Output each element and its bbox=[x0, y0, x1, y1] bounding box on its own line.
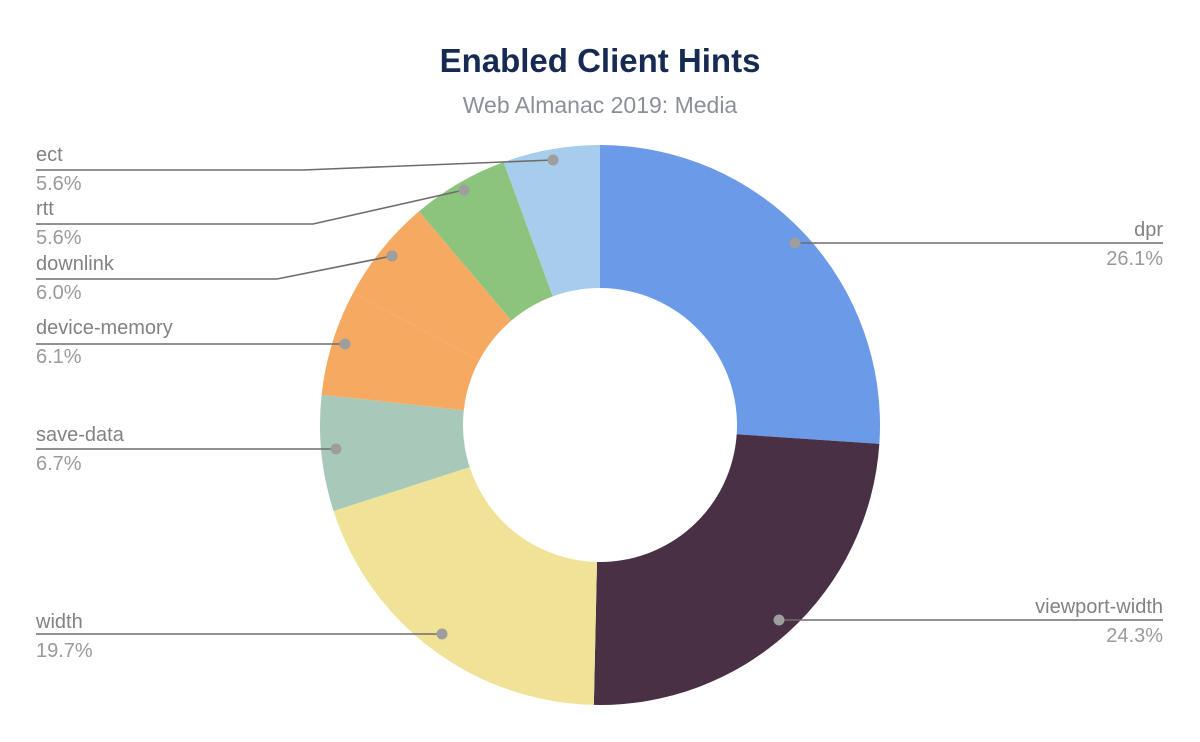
slice-label-value-downlink: 6.0% bbox=[36, 282, 82, 304]
leader-dot-width bbox=[436, 628, 448, 640]
leader-dot-rtt bbox=[458, 184, 470, 196]
donut-slice-downlink[interactable] bbox=[353, 211, 512, 361]
donut-slice-width[interactable] bbox=[333, 467, 597, 705]
leader-line-ect bbox=[36, 159, 554, 171]
chart-subtitle: Web Almanac 2019: Media bbox=[463, 92, 738, 118]
leader-dot-ect bbox=[547, 154, 559, 166]
slice-label-name-width: width bbox=[35, 611, 83, 633]
page-title: Enabled Client Hints bbox=[440, 42, 761, 79]
donut-slice-save-data[interactable] bbox=[319, 394, 470, 512]
leader-dot-viewport-width bbox=[773, 614, 785, 626]
donut-slice-dpr[interactable] bbox=[600, 145, 880, 444]
slice-label-name-downlink: downlink bbox=[36, 253, 115, 275]
slice-label-name-viewport-width: viewport-width bbox=[1035, 596, 1163, 618]
slice-label-value-width: 19.7% bbox=[36, 640, 93, 662]
leader-dot-device-memory bbox=[339, 338, 351, 350]
leader-lines bbox=[36, 154, 1163, 640]
slice-label-value-rtt: 5.6% bbox=[36, 227, 82, 249]
slice-label-name-device-memory: device-memory bbox=[36, 317, 173, 339]
leader-line-rtt bbox=[36, 189, 465, 225]
slice-label-value-dpr: 26.1% bbox=[1106, 248, 1163, 270]
leader-dot-dpr bbox=[789, 237, 801, 249]
donut-slice-device-memory[interactable] bbox=[321, 292, 480, 411]
slice-label-name-ect: ect bbox=[36, 144, 63, 166]
slice-label-name-save-data: save-data bbox=[36, 424, 125, 446]
slice-label-value-save-data: 6.7% bbox=[36, 453, 82, 475]
donut-slices bbox=[319, 145, 880, 705]
donut-slice-viewport-width[interactable] bbox=[593, 434, 880, 705]
slice-label-name-rtt: rtt bbox=[36, 198, 54, 220]
slice-labels: dpr 26.1% viewport-width 24.3% width 19.7% sav… bbox=[35, 144, 1163, 662]
leader-dot-save-data bbox=[330, 443, 342, 455]
slice-label-value-device-memory: 6.1% bbox=[36, 346, 82, 368]
donut-slice-rtt[interactable] bbox=[418, 162, 553, 321]
leader-dot-downlink bbox=[386, 250, 398, 262]
slice-label-value-ect: 5.6% bbox=[36, 173, 82, 195]
donut-slice-ect[interactable] bbox=[503, 145, 600, 297]
slice-label-value-viewport-width: 24.3% bbox=[1106, 625, 1163, 647]
slice-label-name-dpr: dpr bbox=[1134, 219, 1163, 241]
leader-line-downlink bbox=[36, 255, 393, 280]
